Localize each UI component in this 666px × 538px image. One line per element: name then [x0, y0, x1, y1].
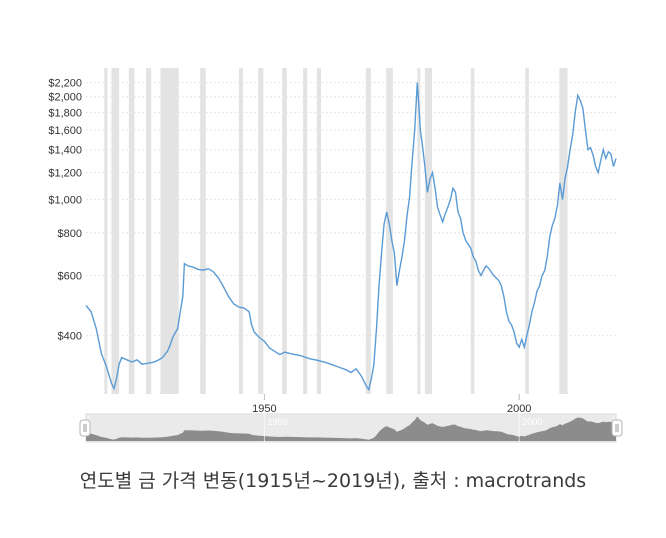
recession-band: [282, 68, 287, 394]
range-navigator[interactable]: 1950 2000: [79, 413, 623, 443]
recession-band: [238, 68, 243, 394]
y-tick-label: $400: [58, 331, 82, 343]
recession-bands: [104, 68, 568, 394]
x-tick-label: 1950: [252, 403, 276, 415]
recession-band: [559, 68, 568, 394]
y-tick-label: $1,400: [48, 145, 82, 157]
y-tick-label: $600: [58, 271, 82, 283]
navigator-ticks: 1950 2000: [263, 414, 542, 442]
price-line: [85, 82, 617, 392]
x-tick-label: 2000: [507, 403, 531, 415]
y-axis-ticks: $2,200 $2,000 $1,800 $1,600 $1,400 $1,200 $1,0…: [48, 78, 82, 343]
navigator-right-handle[interactable]: [611, 419, 623, 437]
chart-caption: 연도별 금 가격 변동(1915년~2019년), 출처 : macrotran…: [79, 470, 587, 492]
recession-band: [200, 68, 206, 394]
y-tick-label: $1,000: [48, 195, 82, 207]
gold-price-chart: $2,200 $2,000 $1,800 $1,600 $1,400 $1,200 $1,0…: [48, 68, 623, 443]
y-tick-label: $1,200: [48, 168, 82, 180]
recession-band: [417, 68, 421, 394]
recession-band: [470, 68, 475, 394]
recession-band: [128, 68, 135, 394]
recession-band: [316, 68, 321, 394]
y-tick-label: $800: [58, 228, 82, 240]
y-tick-label: $1,800: [48, 107, 82, 119]
navigator-tick-label: 2000: [522, 417, 542, 427]
recession-band: [303, 68, 308, 394]
recession-band: [424, 68, 432, 394]
y-tick-label: $2,000: [48, 92, 82, 104]
recession-band: [146, 68, 152, 394]
recession-band: [104, 68, 108, 394]
navigator-tick-label: 1950: [267, 417, 287, 427]
recession-band: [386, 68, 393, 394]
navigator-left-handle[interactable]: [79, 419, 91, 437]
recession-band: [111, 68, 120, 394]
x-axis-ticks: 1950 2000: [252, 394, 531, 415]
recession-band: [525, 68, 529, 394]
navigator-area: [86, 416, 616, 441]
recession-band: [258, 68, 264, 394]
y-tick-label: $2,200: [48, 78, 82, 90]
recession-band: [365, 68, 371, 394]
y-tick-label: $1,600: [48, 125, 82, 137]
